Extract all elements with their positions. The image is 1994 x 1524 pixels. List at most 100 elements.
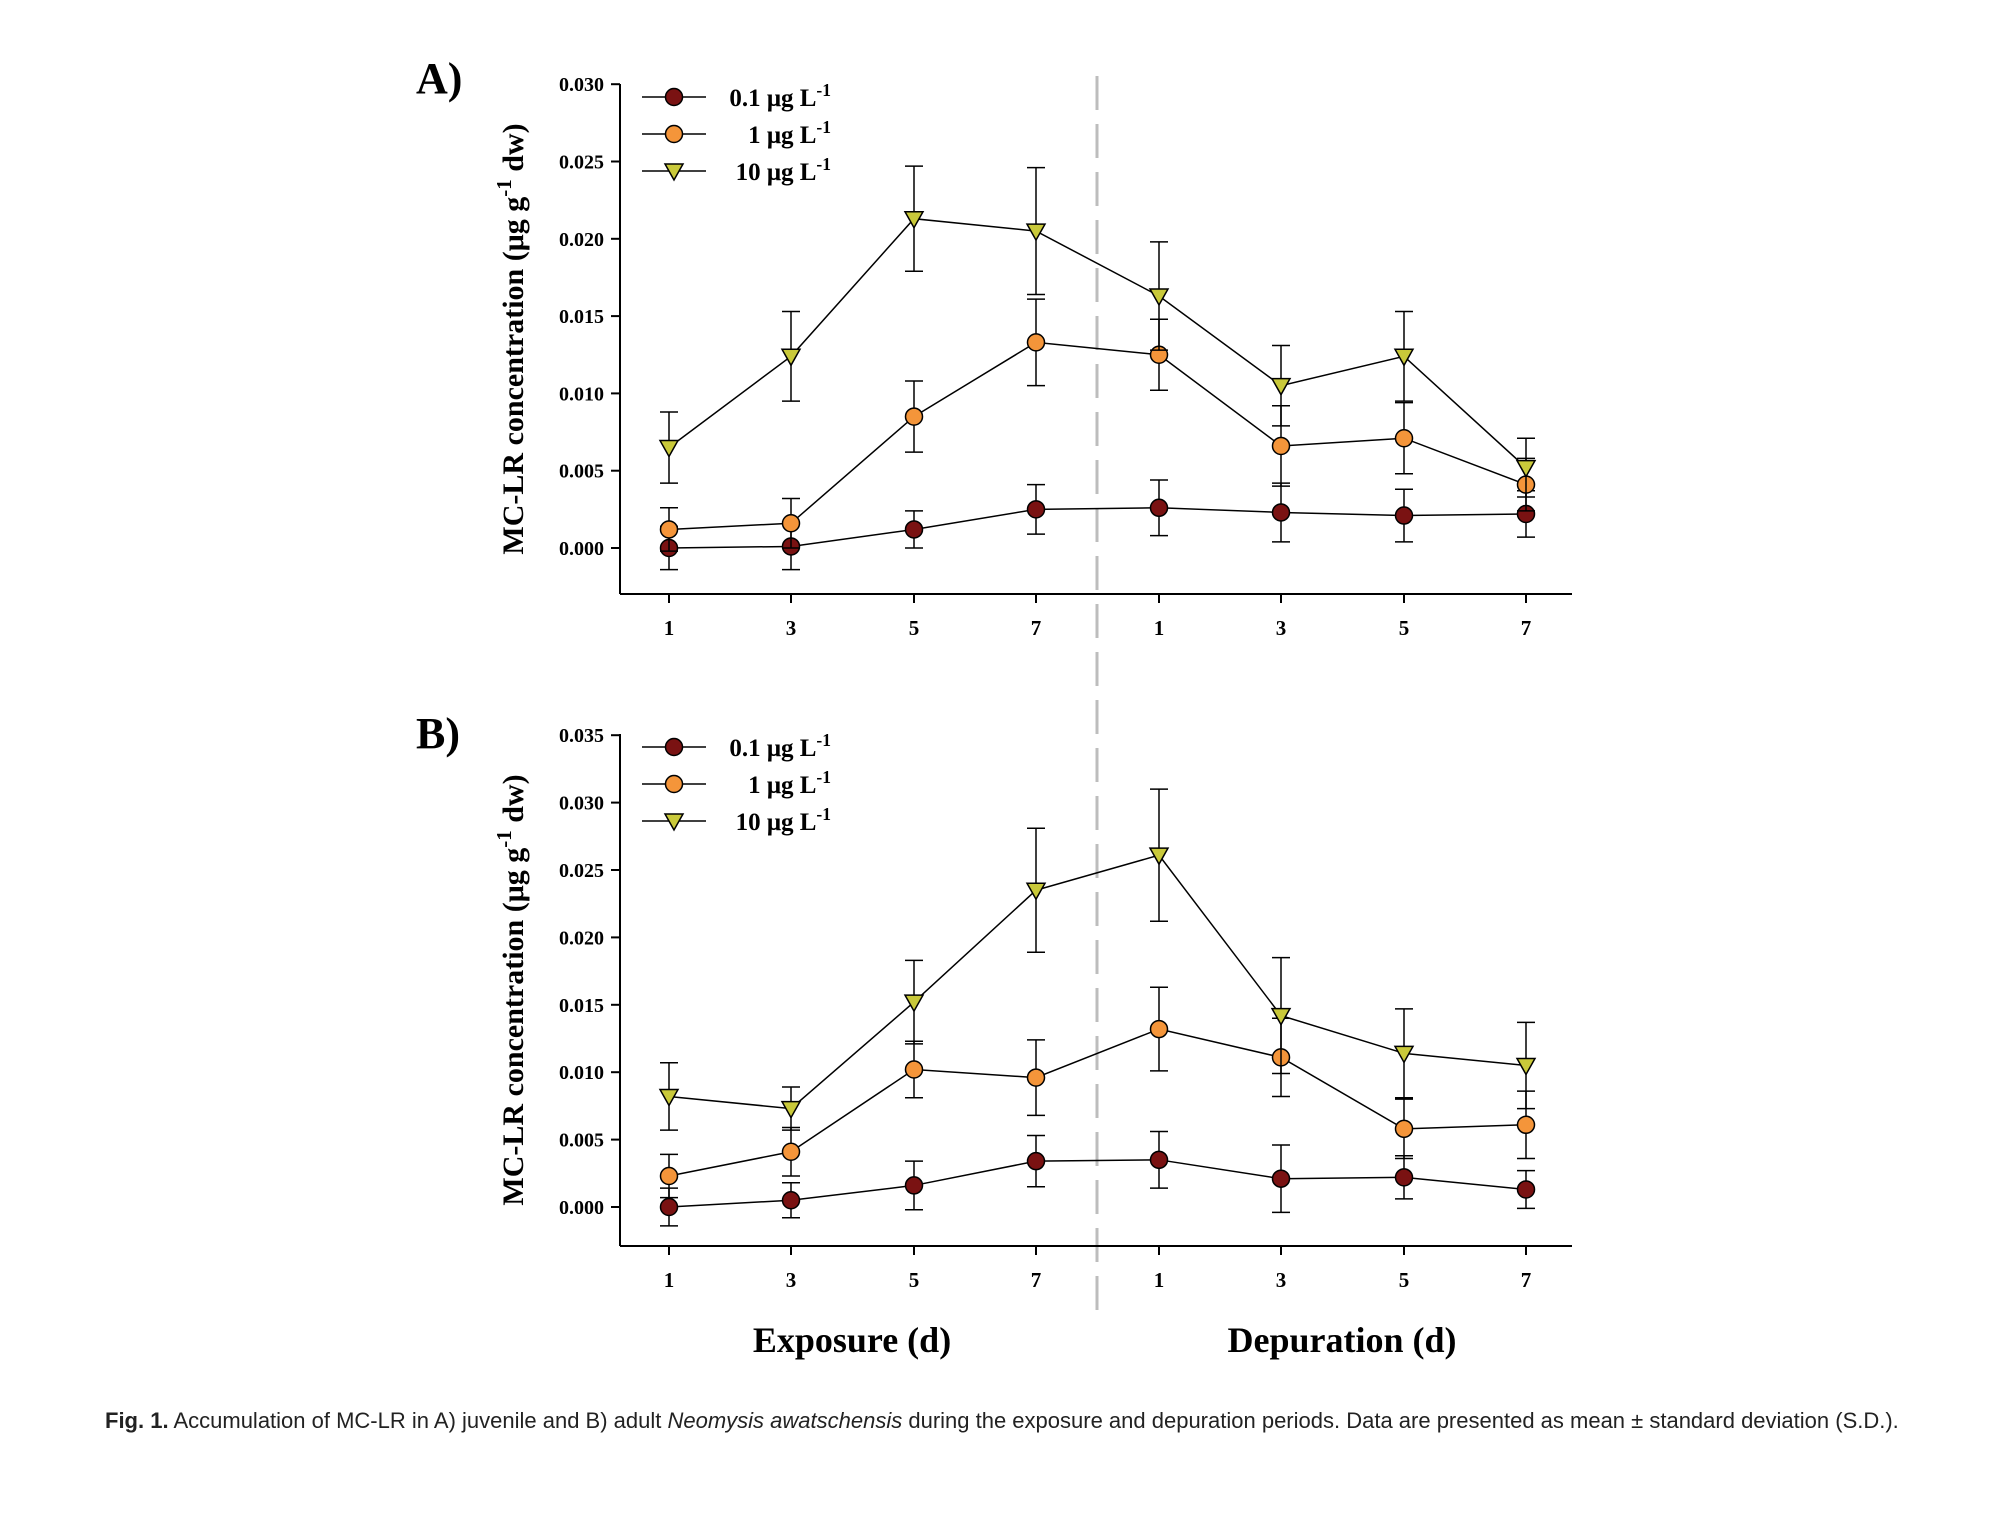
x-tick-label: 3 (786, 616, 797, 640)
data-point (1149, 1019, 1169, 1039)
data-point (1025, 882, 1047, 901)
figure-caption: Fig. 1. Accumulation of MC-LR in A) juve… (105, 1405, 1960, 1437)
x-tick-label: 1 (1154, 1268, 1165, 1292)
data-point (1393, 1045, 1415, 1064)
x-tick-label: 3 (1276, 1268, 1287, 1292)
data-point (903, 210, 925, 230)
panel-b: B) 0.000 0.005 0.010 0.015 0.020 0.025 0.030 0.0… (416, 709, 1572, 1292)
data-point (1149, 1150, 1169, 1170)
data-point (904, 407, 924, 426)
x-tick-label: 1 (664, 1268, 675, 1292)
y-tick-label: 0.015 (559, 995, 604, 1017)
data-point (1516, 1115, 1536, 1135)
data-point (1148, 288, 1170, 307)
data-point (658, 439, 680, 459)
legend-label: 1 μg L-1 (748, 117, 831, 149)
data-point (1394, 1168, 1414, 1187)
data-point (1148, 847, 1170, 866)
data-point (1270, 377, 1292, 397)
series-line (668, 1028, 1527, 1177)
x-tick-label: 5 (1399, 616, 1410, 640)
y-tick-label: 0.005 (559, 461, 604, 483)
x-tick-label: 5 (1399, 1268, 1410, 1292)
data-point (780, 348, 802, 367)
data-point (904, 1060, 924, 1079)
y-tick-label: 0.030 (559, 74, 604, 96)
legend-marker (664, 737, 684, 757)
x-tick-label: 7 (1031, 1268, 1042, 1292)
data-point (1026, 500, 1046, 519)
data-point (1394, 428, 1414, 448)
data-point (781, 1142, 801, 1161)
caption-species: Neomysis awatschensis (667, 1408, 903, 1433)
data-point (780, 1100, 802, 1120)
y-tick-label: 0.020 (559, 229, 604, 251)
data-point (1271, 436, 1291, 456)
x-tick-label: 7 (1521, 1268, 1532, 1292)
panel-label: A) (416, 54, 462, 103)
data-point (1271, 1169, 1291, 1188)
caption-label: Fig. 1. (105, 1408, 169, 1433)
series-line (668, 854, 1527, 1110)
legend-label: 10 μg L-1 (736, 804, 831, 836)
caption-text-end: during the exposure and depuration perio… (902, 1408, 1899, 1433)
data-point (781, 514, 801, 533)
x-tick-label: 7 (1031, 616, 1042, 640)
legend-label: 0.1 μg L-1 (729, 730, 831, 762)
y-axis-label: MC-LR concentration (μg g-1 dw) (492, 774, 530, 1205)
data-point (903, 994, 925, 1013)
data-point (1026, 1151, 1046, 1171)
series-line (668, 507, 1527, 549)
legend-marker (664, 87, 684, 107)
y-tick-label: 0.020 (559, 927, 604, 949)
caption-text: Accumulation of MC-LR in A) juvenile and… (168, 1408, 668, 1433)
data-point (659, 1166, 679, 1186)
y-tick-label: 0.015 (559, 306, 604, 328)
data-point (1026, 1068, 1046, 1087)
series-line (668, 217, 1527, 469)
y-tick-label: 0.000 (559, 1197, 604, 1219)
y-tick-label: 0.035 (559, 725, 604, 747)
y-tick-label: 0.005 (559, 1130, 604, 1152)
data-point (904, 1176, 924, 1195)
x-tick-label: 5 (909, 616, 920, 640)
y-tick-label: 0.010 (559, 1062, 604, 1084)
legend-marker (664, 124, 684, 144)
x-tick-label: 7 (1521, 616, 1532, 640)
exposure-label: Exposure (d) (753, 1320, 951, 1360)
legend-marker (664, 774, 684, 794)
legend-label: 10 μg L-1 (736, 154, 831, 186)
data-point (1026, 333, 1046, 352)
y-axis-label: MC-LR concentration (μg g-1 dw) (492, 123, 530, 554)
y-tick-label: 0.000 (559, 538, 604, 560)
data-point (904, 520, 924, 539)
y-tick-label: 0.030 (559, 793, 604, 815)
series-line (668, 341, 1527, 531)
data-point (1515, 1057, 1537, 1076)
x-tick-label: 5 (909, 1268, 920, 1292)
data-point (659, 520, 679, 539)
data-point (781, 1191, 801, 1210)
y-tick-label: 0.010 (559, 383, 604, 405)
legend-marker (663, 163, 685, 182)
x-tick-label: 3 (786, 1268, 797, 1292)
legend-label: 1 μg L-1 (748, 767, 831, 799)
x-tick-label: 1 (1154, 616, 1165, 640)
data-point (658, 1088, 680, 1107)
x-tick-label: 3 (1276, 616, 1287, 640)
data-point (1516, 1180, 1536, 1199)
data-point (1270, 1007, 1292, 1027)
series-line (668, 1159, 1527, 1208)
data-point (1515, 459, 1537, 479)
data-point (1394, 1119, 1414, 1139)
data-point (1025, 223, 1047, 242)
depuration-label: Depuration (d) (1227, 1320, 1456, 1360)
data-point (1394, 506, 1414, 525)
data-point (1149, 498, 1169, 518)
legend-label: 0.1 μg L-1 (729, 80, 831, 112)
panel-label: B) (416, 709, 460, 758)
panel-a: A) 0.000 0.005 0.010 0.015 0.020 0.025 0.030 1 3 5… (416, 54, 1572, 640)
x-tick-label: 1 (664, 616, 675, 640)
data-point (659, 1197, 679, 1217)
